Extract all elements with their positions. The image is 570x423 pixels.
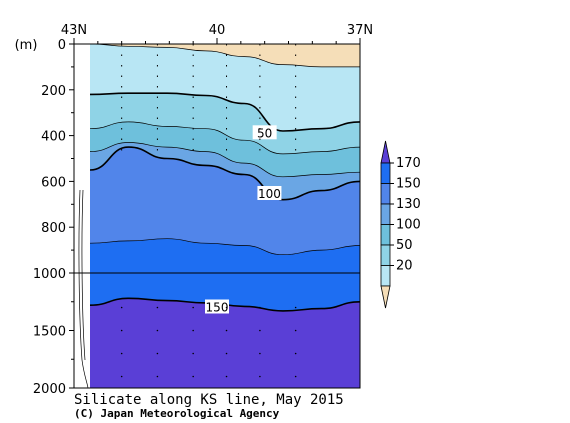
station-dot: [192, 306, 194, 309]
fill-band-130: [90, 238, 360, 311]
contour-line-130: [89, 238, 360, 256]
station-dot: [225, 375, 228, 378]
credit-text: (C) Japan Meteorological Agency: [74, 407, 280, 420]
axes: 43N 40 37N 0 200 400 600 800 1000 1500 2000: [33, 23, 373, 397]
y-tick-label-1500: 1500: [33, 325, 66, 340]
colorbar-segment-5: [380, 265, 391, 287]
y-tick-label-400: 400: [41, 130, 66, 145]
chart-title: Silicate along KS line, May 2015: [74, 392, 344, 408]
colorbar: 170 150 130 100 50 20: [380, 140, 421, 309]
station-dot: [192, 375, 194, 378]
contour-label-150: 150: [206, 301, 229, 315]
colorbar-segment-3: [380, 224, 391, 246]
station-dot: [294, 375, 297, 378]
aux-curve: [78, 189, 89, 389]
contour-line-80: [89, 142, 360, 178]
station-dot: [120, 375, 123, 378]
contour-label-bg: [252, 125, 277, 140]
station-dot: [156, 352, 159, 355]
colorbar-label-50: 50: [396, 238, 413, 253]
colorbar-segment-4: [380, 244, 391, 266]
station-dot: [192, 352, 194, 355]
station-dot: [259, 352, 261, 355]
colorbar-segment-0: [380, 162, 391, 184]
station-dot: [156, 306, 159, 309]
x-tick-label-40: 40: [209, 23, 226, 38]
station-dot: [225, 352, 228, 355]
aux-curve-2: [81, 189, 86, 361]
colorbar-arrow-top: [380, 140, 391, 164]
x-tick-label-43N: 43N: [61, 23, 87, 38]
y-tick-label-1000: 1000: [33, 267, 66, 282]
station-dot: [192, 329, 194, 332]
y-tick-label-2000: 2000: [33, 382, 66, 397]
colorbar-label-170: 170: [396, 156, 421, 171]
colorbar-label-130: 130: [396, 197, 421, 212]
station-dot: [294, 352, 297, 355]
contour-label-50: 50: [257, 126, 272, 140]
plot-overlay: [74, 44, 360, 389]
station-dot: [156, 329, 159, 332]
fill-band-150: [90, 298, 360, 388]
contour-label-bg: [257, 185, 282, 200]
station-dot: [120, 352, 123, 355]
colorbar-segment-1: [380, 183, 391, 205]
colorbar-label-100: 100: [396, 218, 421, 233]
y-tick-label-600: 600: [41, 175, 66, 190]
contour-fills: [90, 44, 360, 388]
station-dot: [225, 306, 228, 309]
y-tick-label-200: 200: [41, 84, 66, 99]
station-dot: [294, 329, 297, 332]
station-dot: [259, 306, 261, 309]
contour-line-70: [89, 121, 360, 155]
station-dot: [156, 375, 159, 378]
contour-line-20: [89, 44, 360, 68]
contour-lines: 50 100 150: [89, 44, 360, 315]
contour-label-100: 100: [258, 187, 281, 201]
colorbar-segment-2: [380, 203, 391, 225]
x-tick-label-37N: 37N: [347, 23, 373, 38]
station-dot: [120, 329, 123, 332]
station-dot: [120, 306, 123, 309]
station-dot: [294, 306, 297, 309]
y-axis-unit-label: (m): [15, 38, 38, 53]
fill-band-100: [90, 147, 360, 255]
station-dot: [225, 329, 228, 332]
y-tick-label-0: 0: [58, 38, 66, 53]
colorbar-label-150: 150: [396, 177, 421, 192]
y-tick-label-800: 800: [41, 221, 66, 236]
contour-line-50: [89, 92, 360, 132]
colorbar-arrow-bottom: [380, 285, 391, 309]
station-dot: [259, 375, 261, 378]
fill-band-70: [90, 121, 360, 177]
contour-line-100: [89, 146, 360, 201]
contour-label-bg: [205, 299, 229, 314]
station-dot: [259, 329, 261, 332]
colorbar-label-20: 20: [396, 259, 413, 274]
